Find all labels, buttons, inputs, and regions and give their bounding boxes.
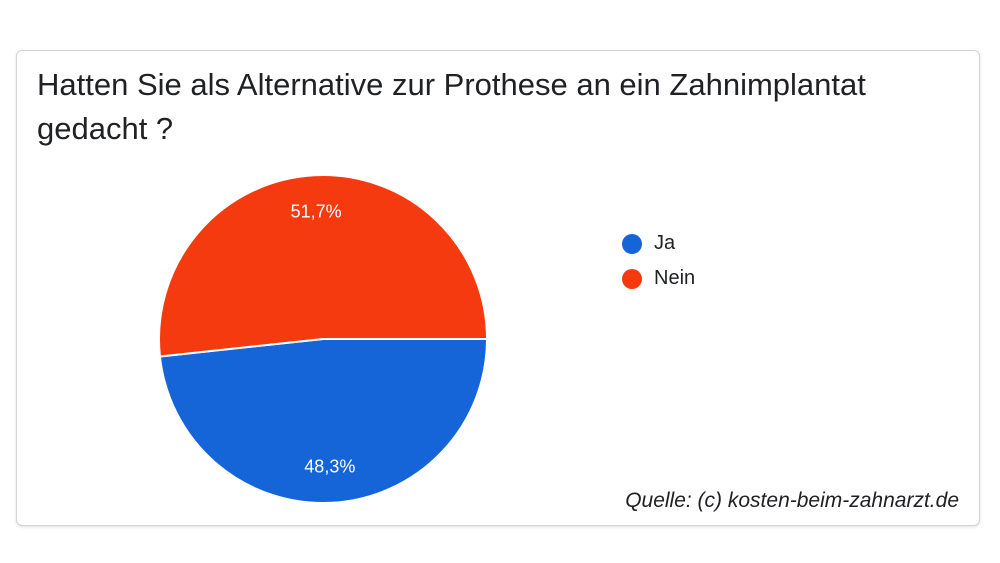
pie-chart: 48,3% 51,7% (158, 174, 489, 504)
source-credit: Quelle: (c) kosten-beim-zahnarzt.de (625, 489, 959, 512)
legend-marker-nein (622, 268, 642, 289)
chart-card: Hatten Sie als Alternative zur Prothese … (16, 50, 980, 526)
legend-item-ja: Ja (622, 226, 695, 261)
pie-slice-ja (158, 338, 489, 504)
chart-title: Hatten Sie als Alternative zur Prothese … (37, 67, 866, 146)
slice-label-nein: 51,7% (291, 201, 342, 221)
legend-label-ja: Ja (654, 232, 676, 254)
legend-label-nein: Nein (654, 267, 696, 289)
pie-slice-nein (158, 174, 489, 358)
legend-marker-ja (622, 233, 642, 254)
chart-legend: Ja Nein (622, 226, 695, 296)
slice-label-ja: 48,3% (304, 457, 355, 477)
legend-item-nein: Nein (622, 261, 695, 296)
